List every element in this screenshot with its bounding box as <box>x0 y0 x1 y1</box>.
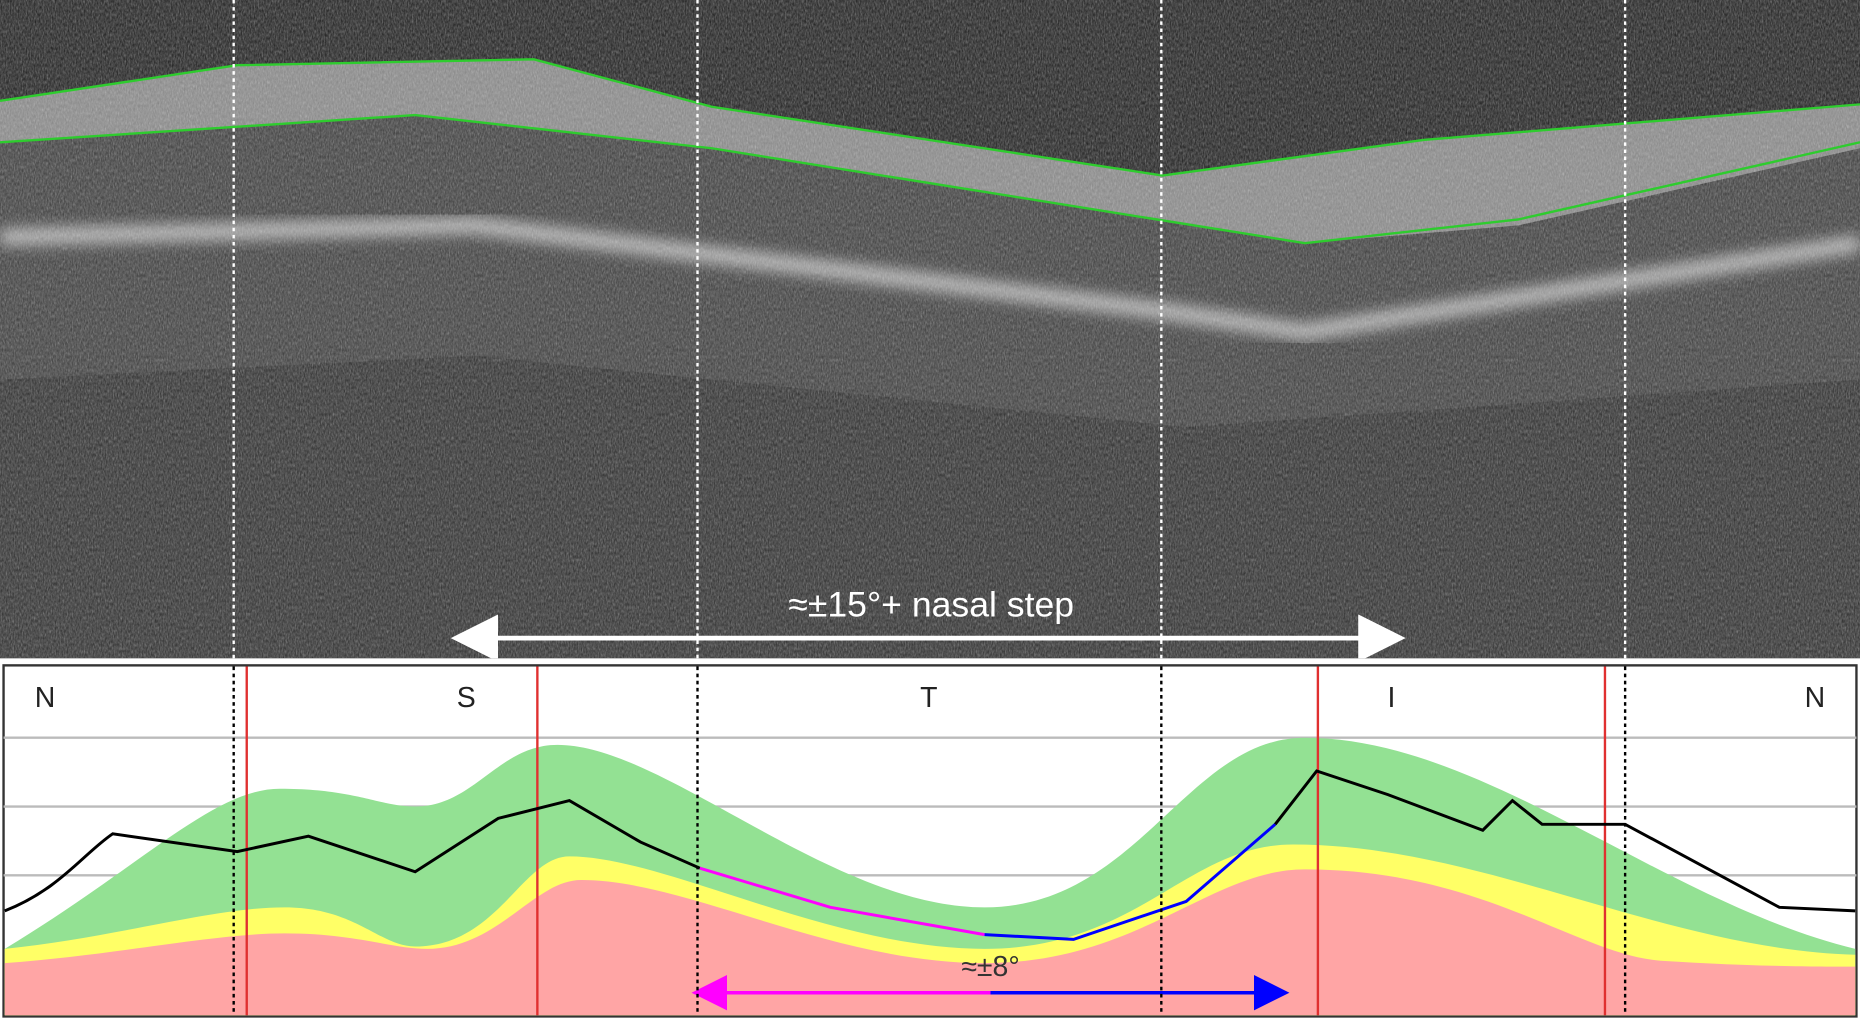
thickness-profile: ≈±8° N S T I N <box>2 664 1858 1018</box>
sector-label: N <box>1805 682 1826 714</box>
annotation: ≈±8° <box>961 951 1019 983</box>
oct-scan: ≈±15°+ nasal step <box>0 0 1860 659</box>
annotation: ≈±15°+ nasal step <box>788 585 1074 625</box>
sector-label: I <box>1387 682 1395 714</box>
sector-label: S <box>457 682 476 714</box>
sector-boundaries <box>232 0 1627 1016</box>
sector-label: T <box>920 682 937 714</box>
sector-label: N <box>35 682 56 714</box>
